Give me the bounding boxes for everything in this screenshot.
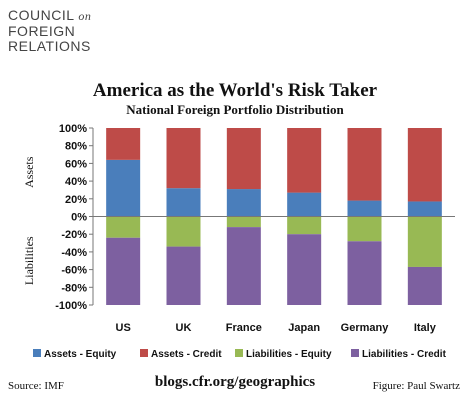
bar-france-assets-equity — [226, 189, 261, 217]
x-tick-label: France — [226, 322, 262, 334]
y-tick-label: -40% — [61, 247, 87, 259]
bar-uk-liabilities-credit — [166, 246, 201, 305]
x-tick-label: Japan — [288, 322, 320, 334]
y-label-assets: Assets — [22, 156, 36, 188]
bar-uk-assets-equity — [166, 188, 201, 217]
y-tick-label: -60% — [61, 265, 87, 277]
bar-uk-assets-credit — [166, 128, 201, 189]
bar-us-assets-credit — [106, 128, 141, 160]
bar-italy-assets-credit — [407, 128, 442, 202]
logo-line1-suffix: on — [78, 9, 92, 23]
logo-line2: FOREIGN — [8, 23, 76, 39]
bar-germany-assets-credit — [347, 128, 382, 201]
bar-france-liabilities-credit — [226, 227, 261, 305]
y-tick-label: -80% — [61, 282, 87, 294]
bar-france-assets-credit — [226, 128, 261, 190]
source-note: Source: IMF — [8, 380, 64, 392]
figure-credit: Figure: Paul Swartz — [372, 380, 460, 392]
cfr-logo: COUNCIL on FOREIGN RELATIONS — [8, 8, 91, 54]
bar-japan-assets-equity — [287, 192, 322, 217]
bar-germany-assets-equity — [347, 200, 382, 217]
legend-swatch — [33, 349, 41, 357]
y-tick-label: -20% — [61, 229, 87, 241]
y-tick-label: 40% — [65, 176, 87, 188]
x-tick-label: Germany — [341, 322, 390, 334]
bar-us-liabilities-credit — [106, 237, 141, 305]
x-tick-label: US — [116, 322, 131, 334]
x-tick-label: Italy — [414, 322, 437, 334]
legend-swatch — [235, 349, 243, 357]
x-tick-label: UK — [176, 322, 192, 334]
bar-germany-liabilities-credit — [347, 241, 382, 305]
chart-title: America as the World's Risk Taker — [92, 80, 378, 101]
y-label-liabilities: Liabilities — [22, 236, 36, 285]
bar-uk-liabilities-equity — [166, 216, 201, 247]
bar-us-assets-equity — [106, 159, 141, 217]
logo-line1: COUNCIL — [8, 7, 74, 23]
y-tick-label: 0% — [71, 212, 87, 224]
y-tick-label: -100% — [55, 300, 87, 312]
y-tick-label: 100% — [59, 123, 87, 135]
legend-entry: Assets - Credit — [151, 349, 222, 360]
legend-entry: Liabilities - Equity — [246, 349, 332, 360]
bar-japan-assets-credit — [287, 128, 322, 193]
y-tick-label: 60% — [65, 158, 87, 170]
y-tick-label: 20% — [65, 194, 87, 206]
bar-italy-liabilities-credit — [407, 266, 442, 305]
blog-url[interactable]: blogs.cfr.org/geographics — [154, 374, 316, 390]
legend-swatch — [140, 349, 148, 357]
bar-france-liabilities-equity — [226, 216, 261, 228]
legend-entry: Assets - Equity — [44, 349, 117, 360]
bar-italy-assets-equity — [407, 201, 442, 217]
legend-entry: Liabilities - Credit — [362, 349, 447, 360]
y-tick-label: 80% — [65, 141, 87, 153]
bar-japan-liabilities-equity — [287, 216, 322, 235]
bar-italy-liabilities-equity — [407, 216, 442, 267]
bar-germany-liabilities-equity — [347, 216, 382, 242]
bar-japan-liabilities-credit — [287, 234, 322, 305]
logo-line3: RELATIONS — [8, 38, 91, 54]
legend-swatch — [351, 349, 359, 357]
bar-us-liabilities-equity — [106, 216, 141, 238]
chart-subtitle: National Foreign Portfolio Distribution — [126, 102, 344, 117]
